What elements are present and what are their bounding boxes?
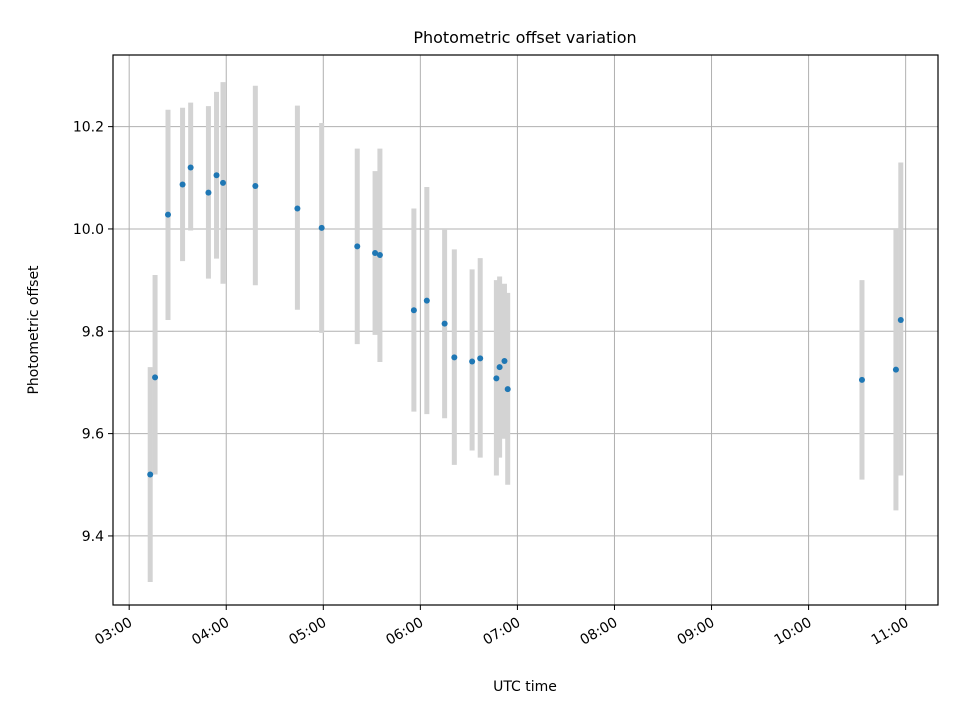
data-point [220,179,226,186]
y-tick-label: 10.2 [73,120,104,136]
data-point [504,386,511,393]
y-tick-label: 9.4 [82,529,104,545]
y-tick-label: 9.6 [82,427,104,443]
data-point [213,172,220,179]
y-tick-label: 9.8 [82,324,104,340]
data-point [469,358,476,365]
data-point [897,317,904,324]
x-axis-label: UTC time [493,679,557,695]
data-point [252,182,259,189]
data-point [187,164,194,171]
data-point [372,250,379,256]
data-points [147,164,904,478]
chart-title: Photometric offset variation [413,28,636,47]
data-point [147,471,154,478]
data-point [496,364,503,371]
y-axis-label: Photometric offset [26,265,42,395]
data-point [152,374,159,381]
data-point [892,366,899,373]
data-point [441,320,448,327]
data-point [165,211,171,218]
data-point [294,205,301,212]
data-point [493,375,500,382]
data-point [423,297,430,304]
data-point [477,355,484,362]
data-point [318,224,325,231]
data-point [858,376,865,383]
data-point [205,189,212,196]
data-point [179,181,186,188]
plot-area-background [113,55,938,605]
data-point [410,307,417,314]
data-point [376,252,383,259]
y-axis-ticks: 9.4 9.6 9.8 10.0 10.2 [73,120,113,545]
plot-area-frame [112,54,939,606]
data-point [451,354,458,361]
data-point [501,357,508,364]
y-tick-label: 10.0 [73,222,104,238]
data-point [354,243,361,250]
